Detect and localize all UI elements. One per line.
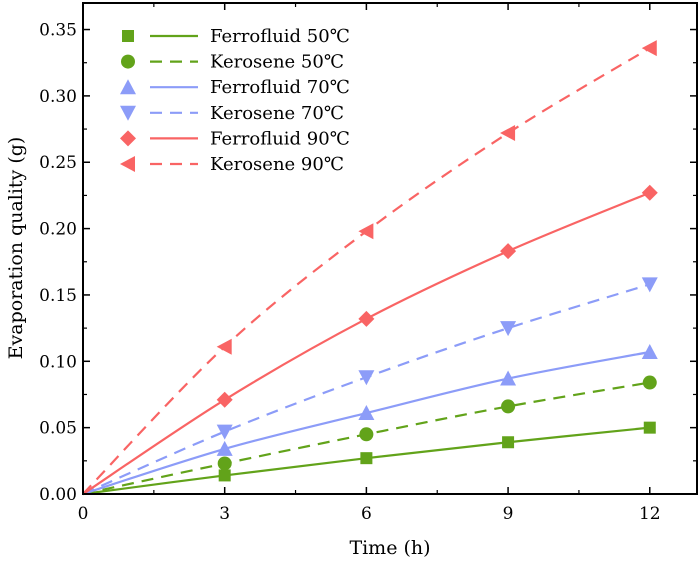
y-tick-label: 0.10	[39, 352, 77, 372]
data-point	[641, 344, 658, 360]
legend-label: Ferrofluid 70℃	[210, 77, 350, 98]
series-2	[82, 344, 658, 496]
legend-item: Kerosene 90℃	[120, 154, 344, 175]
x-tick-label: 0	[78, 504, 89, 524]
data-point	[501, 399, 516, 414]
data-point	[217, 456, 232, 471]
series-layer	[82, 40, 658, 496]
x-tick-label: 12	[639, 504, 661, 524]
x-axis-title: Time (h)	[349, 537, 430, 559]
y-tick-label: 0.15	[39, 286, 77, 306]
data-point	[216, 391, 233, 408]
legend-marker	[121, 54, 135, 69]
data-point	[359, 427, 374, 442]
y-tick-label: 0.05	[39, 419, 77, 439]
axes-layer: 0 3 6 9 12 0.00 0.05 0.10 0.15 0.20 0.25 0.30 0.35	[39, 3, 697, 524]
x-tick-label: 3	[219, 504, 230, 524]
y-tick-label: 0.00	[39, 485, 77, 505]
legend-label: Ferrofluid 90℃	[210, 128, 350, 149]
data-point	[642, 375, 657, 390]
data-point	[216, 338, 232, 355]
x-tick-label: 9	[503, 504, 514, 524]
data-point	[358, 370, 375, 386]
legend: Ferrofluid 50℃ Kerosene 50℃ Ferrofluid 70℃…	[120, 26, 350, 175]
y-tick-label: 0.30	[39, 87, 77, 107]
legend-item: Ferrofluid 90℃	[120, 128, 350, 149]
x-tick-label: 6	[361, 504, 372, 524]
data-point	[218, 469, 231, 482]
series-0	[82, 421, 656, 496]
legend-item: Ferrofluid 50℃	[122, 26, 350, 47]
legend-label: Kerosene 90℃	[210, 154, 344, 175]
data-point	[500, 370, 517, 386]
series-5	[82, 40, 657, 495]
series-line	[82, 191, 651, 495]
series-1	[82, 375, 657, 496]
y-axis-title: Evaporation quality (g)	[5, 137, 27, 360]
legend-item: Kerosene 50℃	[121, 52, 344, 73]
legend-marker	[120, 79, 136, 95]
data-point	[358, 310, 375, 327]
data-point	[641, 277, 658, 293]
data-point	[502, 436, 515, 449]
data-point	[643, 421, 656, 434]
y-tick-label: 0.20	[39, 220, 77, 240]
legend-marker	[120, 156, 135, 172]
legend-label: Ferrofluid 50℃	[210, 26, 350, 47]
data-point	[358, 223, 374, 240]
data-point	[360, 452, 373, 465]
legend-marker	[120, 105, 136, 121]
data-point	[641, 40, 657, 57]
data-point	[216, 440, 233, 456]
y-tick-label: 0.25	[39, 153, 77, 173]
data-point	[500, 243, 517, 260]
y-tick-label: 0.35	[39, 21, 77, 41]
series-3	[82, 277, 658, 496]
plot-frame	[82, 2, 698, 495]
legend-marker	[120, 130, 136, 147]
legend-marker	[122, 30, 134, 42]
series-4	[82, 184, 658, 495]
data-point	[500, 125, 516, 142]
legend-item: Kerosene 70℃	[120, 103, 344, 124]
data-point	[641, 184, 658, 201]
series-line	[82, 47, 651, 495]
data-point	[358, 405, 375, 421]
legend-label: Kerosene 70℃	[210, 103, 344, 124]
legend-item: Ferrofluid 70℃	[120, 77, 350, 98]
legend-label: Kerosene 50℃	[210, 52, 344, 73]
data-point	[216, 424, 233, 440]
data-point	[500, 321, 517, 337]
